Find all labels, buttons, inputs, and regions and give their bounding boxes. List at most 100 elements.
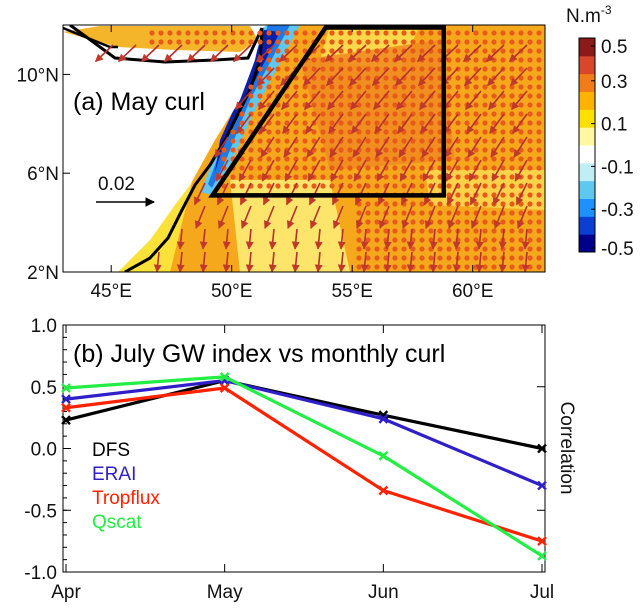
significance-dot: [383, 147, 389, 153]
significance-dot: [257, 30, 263, 36]
significance-dot: [329, 111, 335, 117]
significance-dot: [338, 120, 344, 126]
wind-stress-arrow: [486, 67, 505, 87]
significance-dot: [464, 264, 470, 270]
wind-stress-arrow: [260, 136, 275, 158]
significance-dot: [374, 219, 380, 225]
series-line-qscat: [65, 375, 543, 558]
significance-dot: [392, 174, 398, 180]
series-line-erai: [65, 378, 543, 488]
colorbar-cell: [579, 234, 595, 253]
significance-dot: [248, 165, 254, 171]
wind-stress-arrow: [383, 228, 392, 250]
significance-dot: [248, 39, 254, 45]
wind-stress-arrow: [360, 228, 369, 250]
significance-dot: [320, 174, 326, 180]
significance-dot: [518, 156, 524, 162]
y-axis-label: Correlation: [556, 402, 577, 495]
significance-dot: [392, 39, 398, 45]
significance-dot: [536, 237, 542, 243]
wind-stress-arrow: [515, 182, 528, 206]
series-line-dfs: [65, 378, 543, 451]
wind-stress-arrow: [452, 251, 461, 272]
significance-dot: [410, 129, 416, 135]
wind-stress-arrow: [429, 251, 438, 272]
significance-dot: [410, 138, 416, 144]
significance-dot: [446, 129, 452, 135]
significance-dot: [347, 165, 353, 171]
significance-dot: [392, 129, 398, 135]
significance-dot: [473, 237, 479, 243]
significance-dot: [347, 129, 353, 135]
wind-stress-arrow: [516, 205, 528, 229]
significance-dot: [338, 174, 344, 180]
significance-dot: [419, 93, 425, 99]
significance-dot: [419, 246, 425, 252]
significance-dot: [527, 30, 533, 36]
significance-dot: [482, 111, 488, 117]
significance-dot: [320, 66, 326, 72]
significance-dot: [455, 39, 461, 45]
wind-stress-arrow: [278, 44, 298, 63]
wind-stress-arrow: [351, 113, 367, 134]
significance-dot: [383, 174, 389, 180]
significance-dot: [536, 48, 542, 54]
significance-dot: [212, 39, 218, 45]
significance-dot: [293, 111, 299, 117]
colorbar-frame: [578, 37, 596, 253]
wind-stress-arrow: [493, 205, 505, 229]
wind-stress-arrow: [469, 182, 482, 206]
significance-dot: [347, 66, 353, 72]
significance-dot: [356, 102, 362, 108]
significance-dot: [536, 138, 542, 144]
significance-dot: [374, 93, 380, 99]
significance-dot: [347, 30, 353, 36]
significance-dot: [257, 39, 263, 45]
significance-dot: [383, 39, 389, 45]
significance-dot: [491, 66, 497, 72]
significance-dot: [500, 84, 506, 90]
significance-dot: [257, 111, 263, 117]
significance-dot: [401, 183, 407, 189]
significance-dot: [509, 75, 515, 81]
gulf-of-aden-water: [63, 26, 258, 52]
significance-dot: [455, 102, 461, 108]
wind-stress-arrow: [314, 251, 323, 272]
significance-dot: [527, 165, 533, 171]
y-tick-label: -0.5: [24, 501, 57, 522]
significance-dot: [347, 39, 353, 45]
significance-dot: [419, 111, 425, 117]
significance-dot: [428, 30, 434, 36]
significance-dot: [527, 228, 533, 234]
significance-dot: [311, 66, 317, 72]
significance-dot: [383, 30, 389, 36]
significance-dot: [473, 111, 479, 117]
significance-dot: [257, 147, 263, 153]
wind-stress-arrow: [470, 205, 482, 229]
significance-dot: [266, 39, 272, 45]
significance-dot: [284, 30, 290, 36]
significance-dot: [176, 30, 182, 36]
significance-dot: [302, 165, 308, 171]
significance-dot: [536, 120, 542, 126]
significance-dot: [284, 120, 290, 126]
significance-dot: [527, 39, 533, 45]
significance-dot: [401, 228, 407, 234]
significance-dot: [464, 183, 470, 189]
significance-dot: [320, 84, 326, 90]
significance-dot: [419, 165, 425, 171]
significance-dot: [365, 264, 371, 270]
significance-dot: [401, 57, 407, 63]
wind-stress-arrow: [302, 67, 321, 87]
significance-dot: [455, 174, 461, 180]
wind-stress-arrow: [396, 90, 413, 111]
significance-dot: [500, 201, 506, 207]
significance-dot: [536, 75, 542, 81]
significance-dot: [347, 156, 353, 162]
significance-dot: [320, 93, 326, 99]
significance-dot: [482, 138, 488, 144]
map-x-tick-label: 45°E: [90, 281, 131, 302]
significance-dot: [482, 48, 488, 54]
colorbar-cell: [579, 216, 595, 235]
wind-stress-arrow: [236, 113, 252, 134]
